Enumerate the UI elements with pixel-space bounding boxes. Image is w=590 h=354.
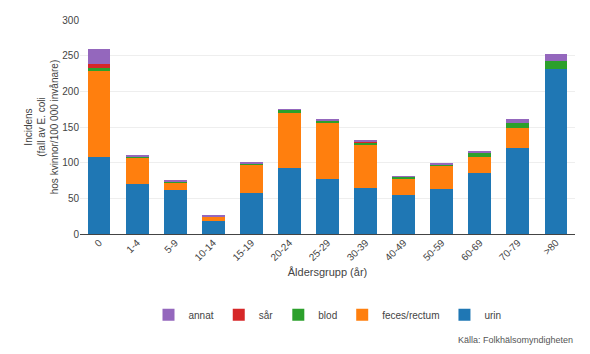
svg-text:70-79: 70-79 (497, 237, 523, 263)
svg-text:300: 300 (62, 15, 79, 26)
svg-text:annat: annat (189, 310, 214, 321)
svg-text:blod: blod (318, 310, 337, 321)
svg-text:urin: urin (484, 310, 501, 321)
svg-text:0: 0 (73, 229, 79, 240)
svg-text:1-4: 1-4 (124, 237, 142, 255)
svg-text:50-59: 50-59 (421, 237, 447, 263)
svg-text:50: 50 (68, 193, 80, 204)
svg-text:0: 0 (92, 237, 104, 249)
svg-text:100: 100 (62, 157, 79, 168)
svg-text:Källa: Folkhälsomyndigheten: Källa: Folkhälsomyndigheten (458, 335, 573, 345)
svg-text:25-29: 25-29 (307, 237, 333, 263)
svg-text:>80: >80 (541, 237, 561, 257)
svg-text:200: 200 (62, 86, 79, 97)
svg-text:40-49: 40-49 (383, 237, 409, 263)
svg-text:sår: sår (259, 310, 274, 321)
svg-text:Åldersgrupp (år): Åldersgrupp (år) (288, 266, 367, 278)
svg-text:250: 250 (62, 50, 79, 61)
svg-text:20-24: 20-24 (269, 237, 295, 263)
svg-text:10-14: 10-14 (192, 237, 218, 263)
svg-text:30-39: 30-39 (345, 237, 371, 263)
svg-text:15-19: 15-19 (230, 237, 256, 263)
svg-text:5-9: 5-9 (162, 237, 180, 255)
svg-text:feces/rectum: feces/rectum (382, 310, 439, 321)
svg-text:150: 150 (62, 122, 79, 133)
svg-text:60-69: 60-69 (459, 237, 485, 263)
svg-text:Incidens(fall av E. colihos kv: Incidens(fall av E. colihos kvinnor/100 … (23, 60, 60, 195)
